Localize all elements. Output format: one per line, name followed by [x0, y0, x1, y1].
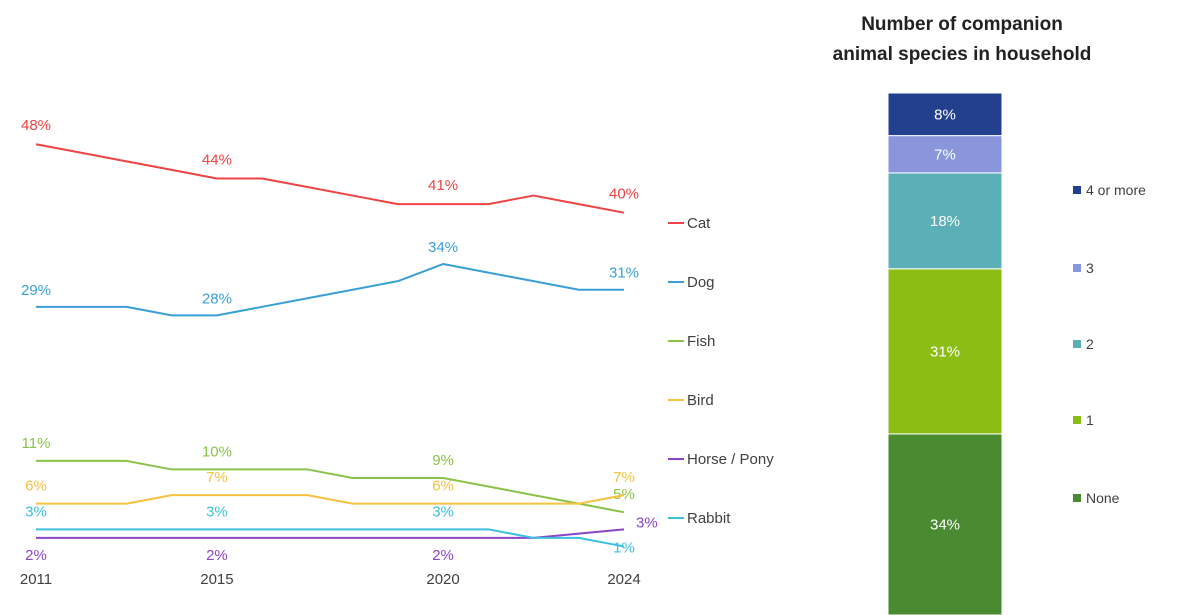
data-label: 6%: [432, 478, 454, 495]
segment-label: 31%: [930, 343, 960, 360]
data-label: 3%: [636, 514, 658, 531]
data-label: 48%: [21, 117, 51, 134]
bar-segment-3: [887, 135, 1003, 174]
data-label: 2%: [206, 547, 228, 564]
legend-label: Dog: [687, 274, 715, 291]
data-label: 3%: [432, 503, 454, 520]
data-label: 3%: [25, 503, 47, 520]
legend-swatch: [1073, 186, 1081, 194]
legend-label: Bird: [687, 392, 714, 409]
chart-title: Number of companion: [861, 14, 1063, 35]
series-line-rabbit: [36, 528, 625, 548]
x-tick-label: 2020: [426, 571, 459, 588]
legend-label: Horse / Pony: [687, 451, 774, 468]
data-label: 29%: [21, 282, 51, 299]
segment-label: 34%: [930, 516, 960, 533]
data-label: 34%: [428, 239, 458, 256]
series-line-bird: [36, 494, 625, 505]
data-label: 31%: [609, 265, 639, 282]
data-label: 44%: [202, 151, 232, 168]
bar-segment-none: [887, 433, 1003, 615]
legend-swatch: [1073, 264, 1081, 272]
series-line-cat: [35, 143, 625, 214]
x-tick-label: 2011: [20, 571, 52, 588]
legend-swatch: [1073, 494, 1081, 502]
legend-label: Fish: [687, 333, 715, 350]
series-line-horse-pony: [36, 528, 625, 539]
data-label: 2%: [432, 547, 454, 564]
data-label: 40%: [609, 186, 639, 203]
stacked-bar-chart: Number of companion animal species in hou…: [833, 14, 1146, 615]
bar-segment-2: [887, 172, 1003, 270]
line-chart: 2011 2015 2020 2024 48% 44% 41% 40% Cat 29% 28% 34%…: [20, 117, 774, 588]
series-line-dog: [36, 263, 624, 317]
segment-label: 8%: [934, 106, 956, 123]
legend-label: 1: [1086, 412, 1094, 428]
data-label: 6%: [25, 478, 47, 495]
bar-segment-4-or-more: [887, 92, 1003, 137]
legend-label: Rabbit: [687, 510, 731, 527]
data-label: 28%: [202, 290, 232, 307]
legend-swatch: [1073, 416, 1081, 424]
data-label: 7%: [613, 469, 635, 486]
data-label: 3%: [206, 503, 228, 520]
legend-label: 2: [1086, 336, 1094, 352]
segment-label: 7%: [934, 146, 956, 163]
data-label: 9%: [432, 452, 454, 469]
x-tick-label: 2015: [200, 571, 233, 588]
data-label: 10%: [202, 443, 232, 460]
x-tick-label: 2024: [607, 571, 640, 588]
legend-swatch: [1073, 340, 1081, 348]
data-label: 7%: [206, 469, 228, 486]
legend-label: Cat: [687, 215, 711, 232]
data-label: 11%: [22, 435, 51, 452]
data-label: 2%: [25, 547, 47, 564]
data-label: 5%: [613, 486, 635, 503]
legend-label: 4 or more: [1086, 182, 1146, 198]
legend-label: None: [1086, 490, 1120, 506]
series-line-fish: [36, 459, 625, 514]
bar-segment-1: [887, 268, 1003, 435]
chart-title: animal species in household: [833, 44, 1092, 65]
legend-label: 3: [1086, 260, 1094, 276]
data-label: 41%: [428, 177, 458, 194]
segment-label: 18%: [930, 213, 960, 230]
data-label: 1%: [613, 539, 635, 556]
